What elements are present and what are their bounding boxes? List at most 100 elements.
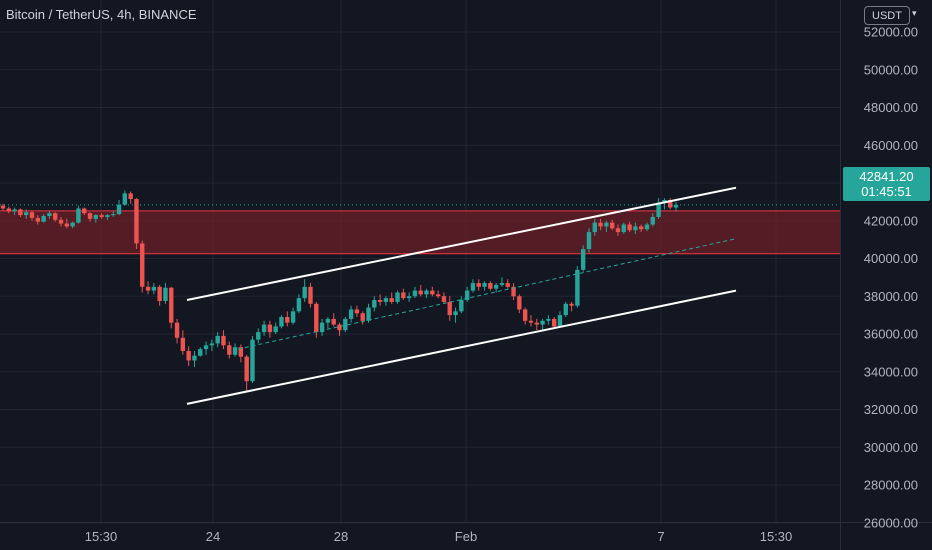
candle-body xyxy=(186,350,191,361)
candle-body xyxy=(441,296,447,302)
candle-body xyxy=(360,313,365,321)
candle-body xyxy=(366,307,371,321)
candle-body xyxy=(134,199,139,244)
candle-body xyxy=(592,222,597,233)
y-tick-label: 32000.00 xyxy=(864,402,918,417)
candle-body xyxy=(505,283,510,287)
candle-body xyxy=(163,287,168,301)
y-tick-label: 52000.00 xyxy=(864,25,918,40)
candle-body xyxy=(319,322,325,333)
candle-body xyxy=(569,303,574,306)
candle-body xyxy=(418,290,423,295)
candle-body xyxy=(35,217,41,222)
candle-body xyxy=(250,339,255,382)
candle-body xyxy=(256,332,261,340)
candle-body xyxy=(580,249,586,270)
candle-body xyxy=(192,355,197,361)
candle-body xyxy=(621,224,626,233)
candle-body xyxy=(290,311,296,323)
candle-body xyxy=(377,300,383,302)
y-tick-label: 50000.00 xyxy=(864,62,918,77)
last-price-label: 42841.20 xyxy=(859,169,914,184)
candle-body xyxy=(0,205,6,209)
candle-body xyxy=(87,213,93,219)
currency-button[interactable]: USDT xyxy=(864,6,910,25)
x-tick-label: 24 xyxy=(206,529,220,544)
candle-body xyxy=(76,208,81,223)
candle-body xyxy=(563,303,568,316)
candle-body xyxy=(58,219,64,224)
candle-body xyxy=(673,204,679,208)
candle-body xyxy=(401,292,406,299)
candle-body xyxy=(482,283,487,287)
candle-body xyxy=(29,212,35,218)
candle-body xyxy=(598,222,603,227)
candle-body xyxy=(227,345,232,355)
candle-body xyxy=(528,320,534,323)
candle-body xyxy=(447,301,452,316)
candle-body xyxy=(476,283,481,287)
y-tick-label: 28000.00 xyxy=(864,478,918,493)
candle-body xyxy=(331,318,336,325)
candle-body xyxy=(551,318,557,327)
channel-upper-line[interactable] xyxy=(186,186,737,302)
candle-body xyxy=(534,322,539,325)
candle-body xyxy=(99,215,104,217)
candles xyxy=(0,190,679,391)
candle-body xyxy=(354,309,360,314)
candle-body xyxy=(209,343,215,346)
candle-body xyxy=(540,320,545,325)
candle-body xyxy=(314,303,319,333)
candle-body xyxy=(412,290,418,297)
y-tick-label: 26000.00 xyxy=(864,515,918,530)
candle-body xyxy=(24,212,29,216)
candle-body xyxy=(557,315,563,327)
x-tick-label: Feb xyxy=(455,529,477,544)
last-price-tag: 42841.20 01:45:51 xyxy=(843,167,930,201)
candle-body xyxy=(517,296,522,310)
candle-body xyxy=(337,324,342,331)
channel-mid-line[interactable] xyxy=(237,238,737,350)
candle-body xyxy=(615,228,621,233)
y-tick-label: 48000.00 xyxy=(864,100,918,115)
candle-body xyxy=(499,283,505,285)
candle-body xyxy=(261,324,267,333)
candle-body xyxy=(140,243,145,287)
candle-body xyxy=(308,286,313,304)
symbol-title[interactable]: Bitcoin / TetherUS, 4h, BINANCE xyxy=(6,7,197,22)
channel-lines[interactable] xyxy=(0,186,840,405)
candle-body xyxy=(656,202,661,217)
candle-body xyxy=(638,226,644,230)
resistance-zone-fill xyxy=(0,210,840,254)
chevron-down-icon[interactable]: ▾ xyxy=(912,8,917,18)
candle-body xyxy=(522,309,528,321)
candle-body xyxy=(586,232,592,250)
candle-body xyxy=(609,222,615,229)
candle-body xyxy=(470,283,476,291)
candle-body xyxy=(47,213,52,217)
candle-body xyxy=(453,311,458,316)
y-tick-label: 42000.00 xyxy=(864,213,918,228)
candle-body xyxy=(232,347,238,355)
candle-body xyxy=(464,290,470,301)
candle-body xyxy=(267,324,273,333)
candle-body xyxy=(430,290,435,295)
candle-body xyxy=(221,335,226,346)
candle-body xyxy=(343,318,348,331)
candle-body xyxy=(273,326,278,333)
candle-body xyxy=(348,309,354,319)
candle-body xyxy=(116,204,122,215)
channel-lower-line[interactable] xyxy=(186,289,737,405)
x-tick-label: 15:30 xyxy=(85,529,118,544)
candle-body xyxy=(488,283,493,289)
candle-body xyxy=(105,215,110,217)
resistance-zone xyxy=(0,210,840,255)
candle-body xyxy=(18,209,23,216)
candle-body xyxy=(372,300,377,308)
y-tick-label: 38000.00 xyxy=(864,289,918,304)
candle-body xyxy=(395,292,400,302)
bar-countdown-label: 01:45:51 xyxy=(861,184,912,199)
